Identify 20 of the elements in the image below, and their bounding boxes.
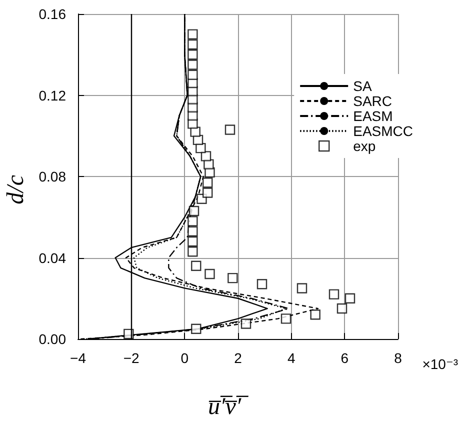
y-tick-label: 0.12 bbox=[38, 87, 66, 104]
x-axis-title: u̅′̅v̅′̅ bbox=[208, 394, 250, 420]
x-tick-label: 4 bbox=[287, 350, 296, 366]
legend-label: SA bbox=[353, 78, 372, 94]
y-tick-label: 0.08 bbox=[38, 168, 66, 184]
x-tick-label: −2 bbox=[123, 350, 140, 366]
x-tick-label: 6 bbox=[340, 350, 349, 366]
x-tick-label: 8 bbox=[394, 350, 402, 366]
x-tick-label: 2 bbox=[234, 350, 242, 366]
y-tick-label: 0.00 bbox=[38, 331, 66, 347]
legend-label: EASM bbox=[353, 108, 393, 124]
y-tick-label: 0.04 bbox=[38, 250, 66, 266]
legend-label: exp bbox=[353, 138, 376, 154]
legend-label: EASMCC bbox=[353, 123, 414, 139]
legend-label: SARC bbox=[353, 93, 392, 109]
x-tick-label: 0 bbox=[180, 350, 189, 366]
y-axis-title: d/c bbox=[3, 174, 29, 204]
y-tick-label: 0.16 bbox=[38, 6, 66, 22]
x-tick-label: −4 bbox=[70, 350, 86, 366]
text: ×10⁻³ bbox=[422, 356, 458, 372]
